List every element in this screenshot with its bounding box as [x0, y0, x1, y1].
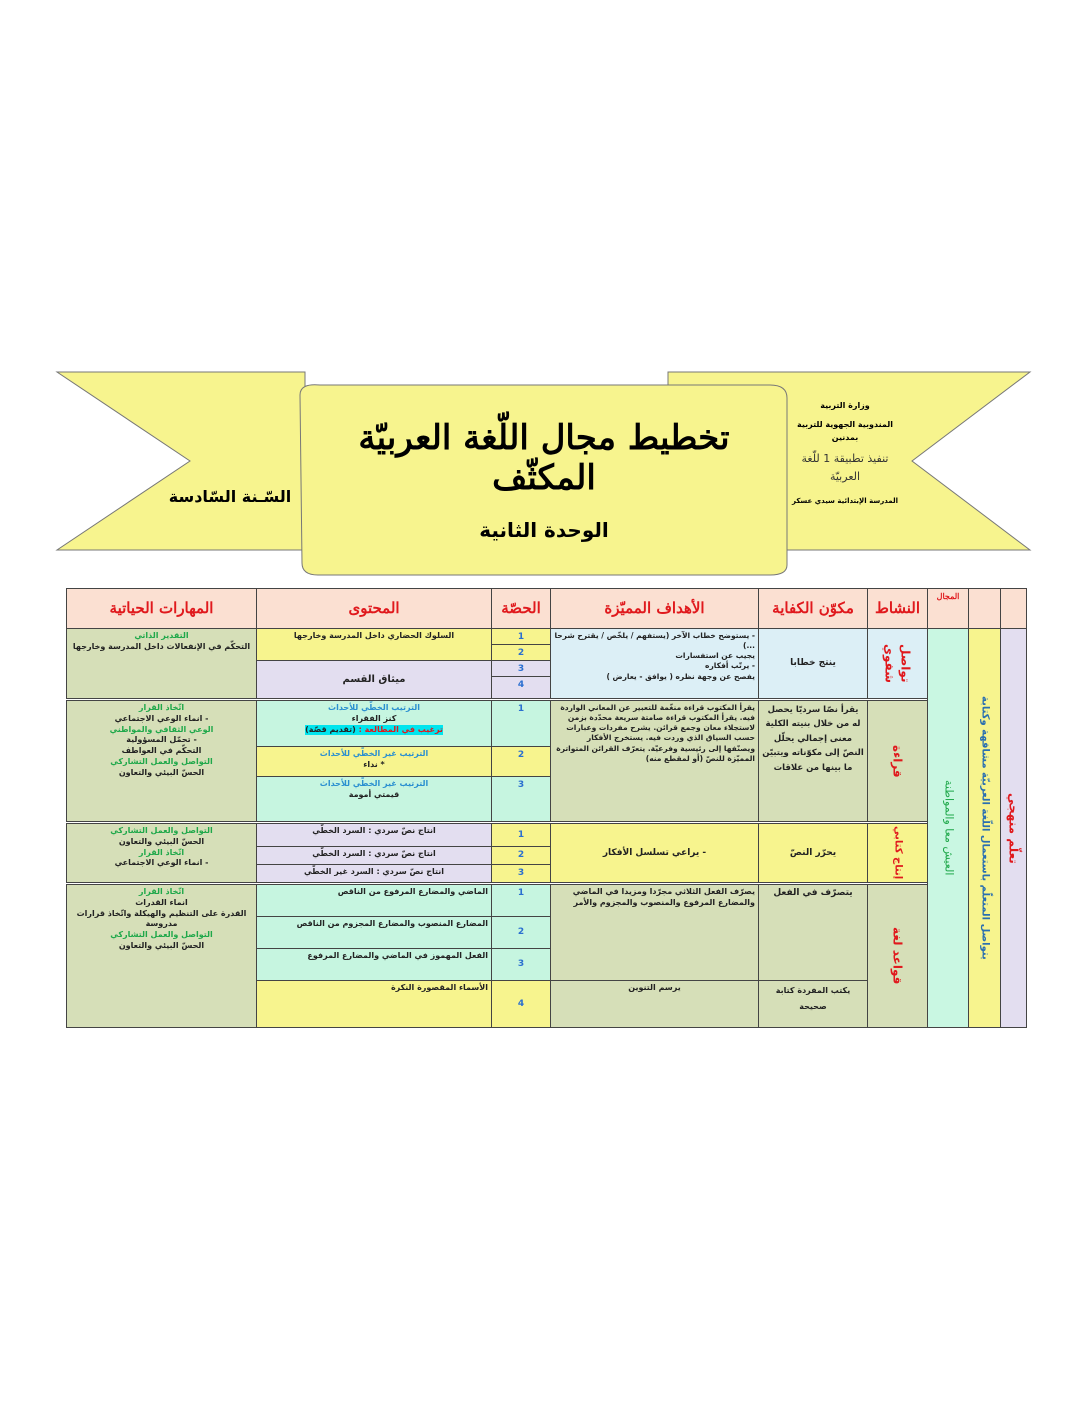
oral-activity: تواصل شفوي: [867, 628, 928, 699]
skill-item: الوعي الثقافي والمواطني: [109, 724, 214, 734]
grammar-content-2: المضارع المنصوب والمضارع المجزوم من النا…: [256, 916, 492, 949]
grammar-session-4: 4: [491, 980, 551, 1028]
directorate: المندوبية الجهوية للتربية بمدنين: [797, 419, 893, 442]
reading-session-2: 2: [491, 746, 551, 777]
skill-item: التواصل والعمل التشاركي: [110, 930, 213, 940]
oral-session-3: 3: [491, 660, 551, 677]
writing-objectives: - يراعي تسلسل الأفكار: [550, 823, 759, 883]
grammar-session-1: 1: [491, 884, 551, 917]
oral-session-2: 2: [491, 644, 551, 661]
banner-graphic: [55, 371, 1032, 576]
content-title: الترتيب الخطّي للأحداث: [328, 703, 420, 712]
banner-title: تخطيط مجال اللّغة العربيّة المكثّف: [358, 418, 730, 498]
ministry-block: وزارة التربية المندوبية الجهوية للتربية …: [790, 400, 900, 507]
oral-content-1: السلوك الحضاري داخل المدرسة وخارجها: [256, 628, 492, 661]
skill-item: - انماء الوعي الاجتماعي: [114, 713, 209, 723]
content-text: * نداء: [363, 759, 385, 769]
ministry: وزارة التربية: [820, 401, 870, 410]
writing-session-3: 3: [491, 864, 551, 883]
oral-objective: يجيب عن استفسارات: [675, 651, 755, 661]
writing-content-2: انتاج نصّ سردي : السرد الخطّي: [256, 846, 492, 865]
writing-session-1: 1: [491, 823, 551, 847]
grammar-session-2: 2: [491, 916, 551, 949]
reading-skills: اتّخاذ القرار - انماء الوعي الاجتماعي ال…: [66, 700, 257, 822]
center-scroll: [299, 384, 788, 576]
grammar-component-2: يكتب المفردة كتابة صحيحة: [758, 980, 868, 1028]
left-ribbon: [55, 371, 306, 551]
content-highlight: ترغيب في المطالعة : (تقديم قصّة): [305, 724, 443, 736]
oral-skills: التقدير الذاتي التحكّم في الإنفعالات داخ…: [66, 628, 257, 699]
grammar-session-3: 3: [491, 948, 551, 981]
oral-content-2: ميثاق القسم: [256, 660, 492, 699]
skill-item: - انماء الوعي الاجتماعي: [114, 858, 209, 868]
skill-item: اتّخاذ القرار: [138, 703, 185, 712]
content-title: الترتيب غير الخطّي للأحداث: [319, 779, 429, 788]
reading-objectives: يقرأ المكتوب قراءة منغّمة للتعبير عن الم…: [550, 700, 759, 822]
unit-title: الوحدة الثانية: [479, 518, 609, 542]
skill-item: اتّخاذ القرار: [138, 887, 185, 896]
skill-item: الحسّ البيئي والتعاون: [118, 836, 205, 846]
skill-item: الحسّ البيئي والتعاون: [118, 767, 205, 777]
oral-objective: - يرتّب أفكاره: [705, 661, 755, 671]
competency-cell: يتواصل المتعلّم باستعمال اللّغة العربيّة…: [968, 628, 1001, 1028]
oral-objectives: - يستوضح خطاب الآخر (يستفهم / يلخّص / يق…: [550, 628, 759, 699]
oral-session-1: 1: [491, 628, 551, 645]
oral-session-4: 4: [491, 676, 551, 699]
writing-session-2: 2: [491, 846, 551, 865]
grammar-activity: قواعد لغة: [867, 884, 928, 1028]
header-activity: النشاط: [867, 588, 928, 629]
reading-component: يقرأ نصّا سرديّا يحصل له من خلال بنيته ا…: [758, 700, 868, 822]
method-cell: تعلّم منهجي: [1000, 628, 1027, 1028]
writing-content-1: انتاج نصّ سردي : السرد الخطّي: [256, 823, 492, 847]
grammar-content-3: الفعل المهموز في الماضي والمضارع المرفوع: [256, 948, 492, 981]
method: تنفيذ تطبيقة 1 للّغة العربيّة: [801, 452, 889, 483]
grammar-objectives-1: يصرّف الفعل الثلاثي مجرّدا ومزيدا في الم…: [550, 884, 759, 981]
skill-item: اتّخاذ القرار: [138, 847, 185, 857]
reading-promotion: ترغيب في المطالعة :: [358, 724, 443, 734]
reading-session-1: 1: [491, 700, 551, 747]
skill-item: - تحمّل المسؤولية: [126, 735, 197, 745]
writing-skills: التواصل والعمل التشاركي الحسّ البيئي وال…: [66, 823, 257, 883]
reading-activity: قراءة: [867, 700, 928, 822]
story-presentation: (تقديم قصّة): [305, 724, 356, 734]
skill-item: التحكّم في العواطف: [121, 746, 202, 756]
oral-objective: يفصح عن وجهة نظره ( يوافق - يعارض ): [606, 671, 755, 681]
skill-item: التواصل والعمل التشاركي: [110, 826, 213, 835]
oral-skills-title: التقدير الذاتي: [134, 631, 189, 640]
header-component: مكوّن الكفاية: [758, 588, 868, 629]
header-blank-1: [968, 588, 1001, 629]
oral-component: ينتج خطابا: [758, 628, 868, 699]
domain-cell: العيش معا والمواطنة: [927, 628, 969, 1028]
skill-item: القدرة على التنظيم والهيكلة واتّخاذ قرار…: [76, 908, 247, 929]
grammar-objectives-2: يرسم التنوين: [550, 980, 759, 1028]
content-title: الترتيب غير الخطّي للأحداث: [319, 749, 429, 758]
content-text: كنز الفقراء: [351, 713, 397, 723]
reading-content-3: الترتيب غير الخطّي للأحداث قيمتي أمومة: [256, 776, 492, 822]
grammar-content-1: الماضي والمضارع المرفوع من الناقص: [256, 884, 492, 917]
skill-item: الحسّ البيئي والتعاون: [118, 940, 205, 950]
writing-content-3: انتاج نصّ سردي : السرد غير الخطّي: [256, 864, 492, 883]
grammar-skills: اتّخاذ القرار انماء القدرات القدرة على ا…: [66, 884, 257, 1028]
writing-component: يحرّر النصّ: [758, 823, 868, 883]
header-skills: المهارات الحياتية: [66, 588, 257, 629]
reading-content-2: الترتيب غير الخطّي للأحداث * نداء: [256, 746, 492, 777]
skill-item: انماء القدرات: [135, 897, 188, 907]
reading-content-1: الترتيب الخطّي للأحداث كنز الفقراء ترغيب…: [256, 700, 492, 747]
oral-skills-text: التحكّم في الإنفعالات داخل المدرسة وخارج…: [72, 641, 251, 651]
content-text: قيمتي أمومة: [348, 789, 400, 799]
reading-session-3: 3: [491, 776, 551, 822]
header-objectives: الأهداف المميّزة: [550, 588, 759, 629]
grammar-component-1: يتصرّف في الفعل: [758, 884, 868, 981]
grade-label: السّـنة السّادسة: [168, 487, 292, 506]
writing-activity: إنتاج كتابي: [867, 823, 928, 883]
header-content: المحتوى: [256, 588, 492, 629]
header-session: الحصّة: [491, 588, 551, 629]
skill-item: التواصل والعمل التشاركي: [110, 756, 213, 766]
school: المدرسة الإبتدائية سيدي عسكر: [791, 496, 899, 505]
header-blank-2: [1000, 588, 1027, 629]
header-domain: المجال: [927, 588, 969, 629]
grammar-content-4: الأسماء المقصورة النكرة: [256, 980, 492, 1028]
oral-objective: - يستوضح خطاب الآخر (يستفهم / يلخّص / يق…: [554, 631, 755, 651]
